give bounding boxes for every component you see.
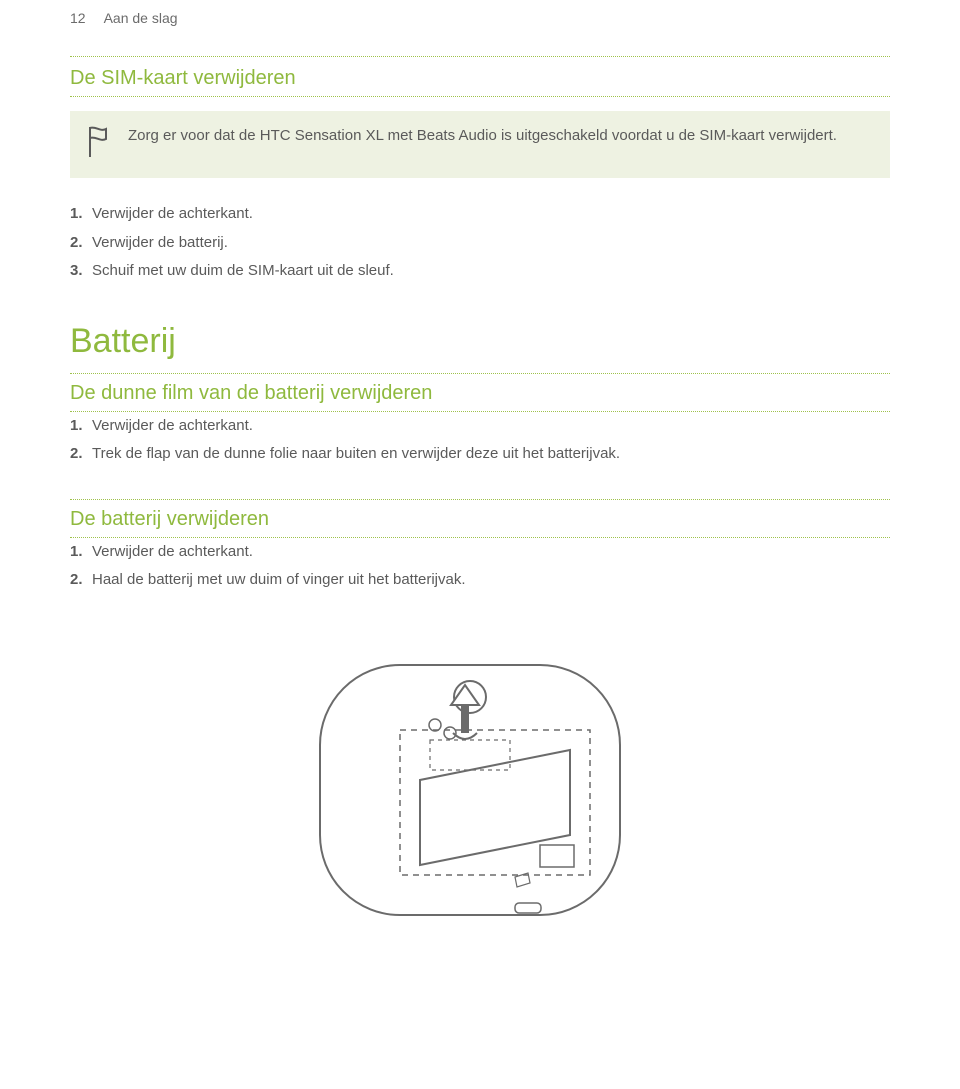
divider — [70, 373, 890, 374]
step-text: Verwijder de achterkant. — [92, 543, 253, 560]
step-number: 3. — [70, 257, 92, 286]
page-number: 12 — [70, 10, 86, 26]
callout-text: Zorg er voor dat de HTC Sensation XL met… — [128, 125, 837, 146]
chapter-title: Aan de slag — [104, 10, 178, 26]
step-text: Verwijder de batterij. — [92, 234, 228, 251]
divider — [70, 499, 890, 500]
battery-heading: Batterij — [70, 322, 890, 361]
step-text: Verwijder de achterkant. — [92, 205, 253, 222]
step-text: Schuif met uw duim de SIM-kaart uit de s… — [92, 262, 394, 279]
sim-remove-title: De SIM-kaart verwijderen — [70, 67, 890, 90]
list-item: 3.Schuif met uw duim de SIM-kaart uit de… — [70, 257, 890, 286]
step-number: 1. — [70, 538, 92, 567]
page: 12 Aan de slag De SIM-kaart verwijderen … — [0, 0, 960, 985]
step-text: Trek de flap van de dunne folie naar bui… — [92, 445, 620, 462]
step-number: 1. — [70, 412, 92, 441]
flag-icon — [86, 125, 116, 164]
battery-diagram — [70, 625, 890, 945]
list-item: 2.Haal de batterij met uw duim of vinger… — [70, 566, 890, 595]
remove-steps: 1.Verwijder de achterkant. 2.Haal de bat… — [70, 538, 890, 595]
page-header: 12 Aan de slag — [70, 0, 890, 56]
list-item: 2.Trek de flap van de dunne folie naar b… — [70, 440, 890, 469]
film-steps: 1.Verwijder de achterkant. 2.Trek de fla… — [70, 412, 890, 469]
battery-remove-title: De batterij verwijderen — [70, 508, 890, 531]
step-text: Verwijder de achterkant. — [92, 417, 253, 434]
list-item: 1.Verwijder de achterkant. — [70, 412, 890, 441]
divider — [70, 96, 890, 97]
step-text: Haal de batterij met uw duim of vinger u… — [92, 571, 466, 588]
step-number: 2. — [70, 229, 92, 258]
sim-steps: 1.Verwijder de achterkant. 2.Verwijder d… — [70, 200, 890, 286]
list-item: 2.Verwijder de batterij. — [70, 229, 890, 258]
step-number: 1. — [70, 200, 92, 229]
warning-callout: Zorg er voor dat de HTC Sensation XL met… — [70, 111, 890, 178]
step-number: 2. — [70, 566, 92, 595]
step-number: 2. — [70, 440, 92, 469]
list-item: 1.Verwijder de achterkant. — [70, 200, 890, 229]
battery-film-title: De dunne film van de batterij verwijdere… — [70, 382, 890, 405]
list-item: 1.Verwijder de achterkant. — [70, 538, 890, 567]
divider — [70, 56, 890, 57]
